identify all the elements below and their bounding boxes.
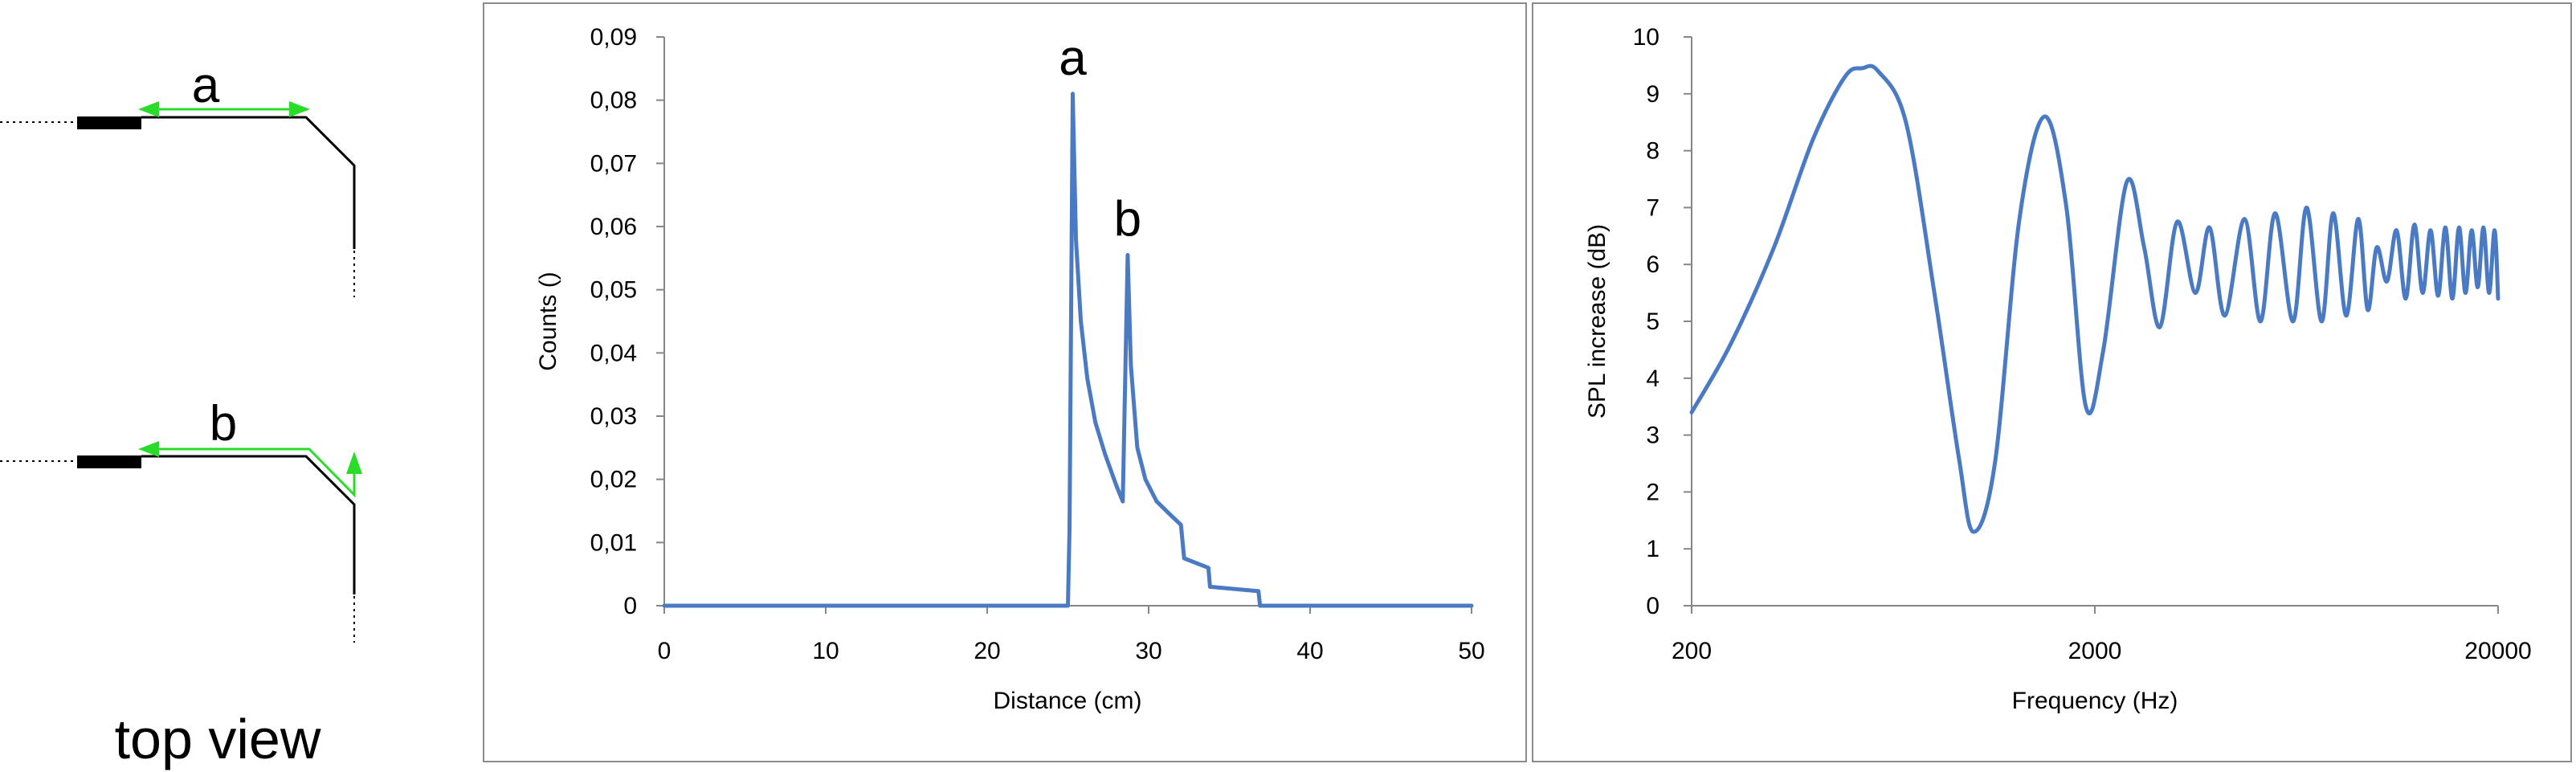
- arrowhead-right-a: [289, 101, 310, 117]
- source-block-a: [77, 116, 141, 129]
- path-a-diagram: a: [0, 58, 356, 297]
- chart2-y-tick-label: 8: [1646, 138, 1659, 165]
- surface-outline-a: [141, 116, 356, 249]
- arrowhead-up-b: [346, 451, 362, 474]
- diagram-label-b: b: [210, 396, 237, 451]
- chart2-x-tick-label: 200: [1672, 638, 1712, 664]
- chart1-y-tick-label: 0,01: [590, 529, 637, 556]
- chart1-x-tick-label: 0: [658, 638, 672, 664]
- chart1-y-tick-label: 0,06: [590, 214, 637, 240]
- chart1-x-tick-label: 50: [1458, 638, 1484, 664]
- chart1-x-tick-label: 30: [1135, 638, 1161, 664]
- chart2-y-tick-label: 4: [1646, 366, 1659, 392]
- chart1-x-tick-label: 40: [1296, 638, 1323, 664]
- chart2-y-tick-label: 0: [1646, 593, 1659, 619]
- chart2-y-tick-label: 7: [1646, 194, 1659, 221]
- chart1-x-axis-title: Distance (cm): [993, 688, 1141, 714]
- chart1-y-ticks: 0 0,01 0,02 0,03 0,04 0,05 0,06 0,07 0,08 0,09: [590, 24, 664, 619]
- chart1-y-tick-label: 0,05: [590, 277, 637, 304]
- chart1-y-tick-label: 0,07: [590, 150, 637, 177]
- chart2-y-tick-label: 3: [1646, 423, 1659, 449]
- surface-outline-b: [141, 455, 356, 594]
- chart2-y-axis-title: SPL increase (dB): [1584, 224, 1611, 419]
- path-b-diagram: b: [0, 396, 362, 643]
- chart1-y-tick-label: 0,09: [590, 24, 637, 51]
- diagram-caption: top view: [115, 708, 321, 770]
- chart1-y-tick-label: 0: [623, 593, 637, 619]
- chart1-annotations: ab: [1059, 31, 1141, 247]
- arrowhead-left-b: [138, 441, 159, 457]
- source-block-b: [77, 455, 141, 468]
- chart2-y-tick-label: 1: [1646, 536, 1659, 562]
- chart1-peak-label-b: b: [1114, 191, 1141, 247]
- chart2-x-tick-label: 2000: [2068, 638, 2122, 664]
- distance-histogram-chart: 0 0,01 0,02 0,03 0,04 0,05 0,06 0,07 0,08 0,09 0 1…: [483, 2, 1527, 762]
- spl-frequency-chart: 0 1 2 3 4 5 6 7 8 9 10 200 2000 20000 Frequency (Hz)…: [1532, 2, 2572, 762]
- chart2-y-tick-label: 9: [1646, 81, 1659, 108]
- chart1-y-tick-label: 0,08: [590, 88, 637, 114]
- chart2-x-axis-title: Frequency (Hz): [2012, 688, 2178, 714]
- chart1-x-tick-label: 20: [974, 638, 1000, 664]
- chart1-y-tick-label: 0,04: [590, 340, 637, 366]
- chart1-frame: [483, 2, 1527, 762]
- chart2-y-tick-label: 10: [1633, 24, 1659, 51]
- chart1-peak-label-a: a: [1059, 31, 1087, 86]
- chart2-y-ticks: 0 1 2 3 4 5 6 7 8 9 10: [1633, 24, 1692, 619]
- chart2-y-tick-label: 6: [1646, 251, 1659, 278]
- chart1-y-axis-title: Counts (): [535, 272, 561, 370]
- top-view-diagram: a b top view: [0, 58, 362, 770]
- chart1-x-ticks: 0 10 20 30 40 50: [658, 606, 1485, 664]
- diagram-label-a: a: [192, 58, 220, 113]
- chart1-y-tick-label: 0,02: [590, 467, 637, 493]
- chart2-x-ticks: 200 2000 20000: [1672, 606, 2532, 664]
- chart2-y-tick-label: 5: [1646, 308, 1659, 335]
- chart1-series-line: [662, 92, 1474, 608]
- arrowhead-left-a: [138, 101, 159, 117]
- reflection-path-b: [157, 447, 356, 498]
- chart2-series-line: [1689, 63, 2500, 534]
- chart1-y-tick-label: 0,03: [590, 403, 637, 430]
- chart2-x-tick-label: 20000: [2464, 638, 2531, 664]
- chart1-x-tick-label: 10: [812, 638, 839, 664]
- chart2-y-tick-label: 2: [1646, 479, 1659, 505]
